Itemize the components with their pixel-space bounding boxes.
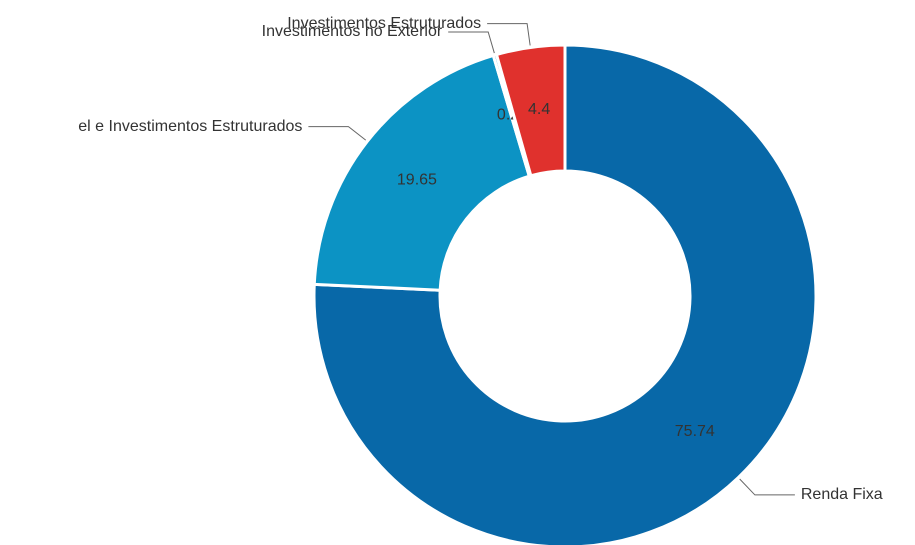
slice-label: Investimentos no Exterior (262, 23, 443, 40)
value-label: 75.74 (675, 423, 715, 440)
leader-line (739, 478, 795, 496)
donut-slice (494, 43, 567, 178)
leader-line (448, 31, 495, 54)
leader-line (487, 23, 531, 46)
value-label: 19.65 (397, 171, 437, 188)
slice-label: el e Investimentos Estruturados (78, 118, 302, 135)
donut-slice (312, 43, 818, 545)
slice-label: Renda Fixa (801, 486, 883, 503)
leader-line (308, 126, 367, 141)
donut-slice (312, 53, 531, 292)
value-label: 4.4 (528, 101, 550, 118)
slice-label: Investimentos Estruturados (287, 15, 481, 32)
